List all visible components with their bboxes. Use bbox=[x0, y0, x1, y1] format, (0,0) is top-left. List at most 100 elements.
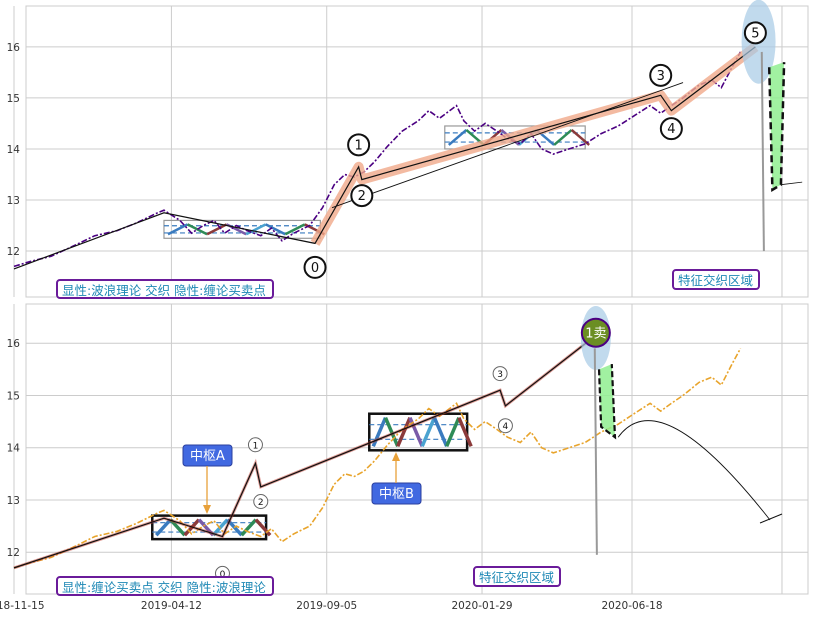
wave-marker-label: 3 bbox=[497, 370, 503, 380]
pivot-stroke bbox=[570, 129, 591, 146]
pivot-a-callout: 中枢A bbox=[182, 444, 233, 514]
wave-marker-3 bbox=[649, 63, 673, 87]
top-legend-frame bbox=[56, 279, 274, 299]
y-tick-label: 15 bbox=[7, 390, 20, 402]
pivot-stroke bbox=[447, 129, 468, 146]
top-legend-box: 显性:波浪理论 交织 隐性:缠论买卖点 bbox=[56, 279, 274, 299]
pivot-stroke bbox=[186, 223, 208, 236]
wave-marker-4 bbox=[497, 418, 513, 434]
wave-marker-label: 5 bbox=[751, 26, 759, 41]
wave-marker-label: 2 bbox=[358, 189, 366, 204]
bottom-drop-wave bbox=[597, 364, 617, 440]
top-drop-arrow bbox=[760, 51, 765, 252]
wave-marker-label: 1 bbox=[253, 441, 259, 451]
x-tick-label: 2018-11-15 bbox=[0, 600, 45, 612]
pivot-stroke bbox=[420, 417, 437, 447]
y-tick-label: 15 bbox=[7, 93, 20, 105]
wave-marker-5 bbox=[743, 21, 767, 45]
bottom-x-ticks: 2018-11-15 2019-04-12 2019-09-05 2020-01-29… bbox=[0, 600, 663, 612]
top-tail bbox=[780, 181, 803, 186]
wave-marker-label: 1 bbox=[354, 138, 362, 153]
y-tick-label: 14 bbox=[7, 443, 21, 455]
pivot-stroke bbox=[265, 223, 286, 236]
wave-channel bbox=[331, 82, 684, 209]
pivot-zone bbox=[444, 125, 586, 150]
y-tick-label: 16 bbox=[7, 338, 21, 350]
wave-line bbox=[13, 334, 597, 569]
pivot-stroke bbox=[432, 417, 449, 447]
bottom-zone-frame bbox=[473, 566, 561, 587]
top-y-ticks: 12 13 14 15 16 bbox=[7, 42, 21, 258]
pivot-stroke bbox=[154, 518, 172, 537]
pivot-b-arrow-head bbox=[392, 452, 400, 461]
x-tick-label: 2019-09-05 bbox=[296, 600, 357, 612]
top-price-series bbox=[13, 51, 742, 268]
pivot-stroke bbox=[457, 417, 473, 447]
pivot-stroke bbox=[284, 223, 306, 236]
bottom-plot-area bbox=[25, 303, 809, 595]
wave-marker-label: 0 bbox=[311, 261, 319, 276]
bottom-zone-label: 特征交织区域 bbox=[479, 570, 554, 585]
wave-marker-2 bbox=[253, 493, 269, 509]
pivot-stroke bbox=[553, 129, 573, 146]
pivot-stroke bbox=[167, 223, 189, 236]
top-grid bbox=[13, 6, 808, 297]
pivot-a-arrow-head bbox=[203, 505, 211, 514]
wave-marker-3 bbox=[492, 366, 508, 382]
pivot-stroke bbox=[445, 417, 461, 447]
top-zone-label-box: 特征交织区域 bbox=[672, 269, 760, 290]
bottom-grid bbox=[13, 304, 808, 594]
bottom-legend-frame bbox=[56, 576, 274, 596]
pivot-stroke bbox=[254, 518, 272, 537]
wave-marker-label: 3 bbox=[657, 69, 665, 84]
price-line bbox=[13, 51, 742, 268]
pivot-a-label: 中枢A bbox=[190, 449, 225, 464]
y-tick-label: 13 bbox=[7, 495, 20, 507]
pivot-zone bbox=[151, 514, 268, 541]
y-tick-label: 14 bbox=[7, 144, 21, 156]
pivot-stroke bbox=[240, 518, 258, 537]
bottom-legend-box: 显性:缠论买卖点 交织 隐性:波浪理论 bbox=[56, 576, 274, 596]
top-zone-frame bbox=[672, 269, 760, 290]
pivot-zone bbox=[368, 412, 469, 452]
bottom-legend-label: 显性:缠论买卖点 交织 隐性:波浪理论 bbox=[62, 580, 266, 595]
y-tick-label: 12 bbox=[7, 547, 20, 559]
y-tick-label: 12 bbox=[7, 246, 20, 258]
top-wave-markers: 0 1 2 3 4 5 bbox=[303, 21, 767, 279]
bottom-zone-label-box: 特征交织区域 bbox=[473, 566, 561, 587]
wave-marker-label: 2 bbox=[258, 498, 264, 508]
bottom-y-ticks: 12 13 14 15 16 bbox=[7, 338, 21, 559]
sell-point-marker bbox=[580, 317, 611, 348]
bottom-projection-arc bbox=[617, 420, 771, 521]
top-drop-wave bbox=[767, 62, 786, 192]
y-tick-label: 16 bbox=[7, 42, 21, 54]
bottom-drop-arrow bbox=[593, 348, 598, 555]
pivot-stroke bbox=[383, 417, 400, 447]
x-tick-label: 2019-04-12 bbox=[141, 600, 202, 612]
wave-marker-4 bbox=[659, 117, 683, 141]
bottom-projection-tick bbox=[759, 513, 783, 524]
y-tick-label: 13 bbox=[7, 195, 20, 207]
x-tick-label: 2020-01-29 bbox=[452, 600, 513, 612]
wave-marker-label: 4 bbox=[503, 422, 509, 432]
top-legend-label: 显性:波浪理论 交织 隐性:缠论买卖点 bbox=[62, 283, 266, 298]
wave-line bbox=[13, 46, 756, 270]
pivot-stroke bbox=[206, 223, 228, 236]
top-plot-area bbox=[25, 5, 809, 298]
sell-point-label: 1卖 bbox=[585, 327, 606, 342]
wave-marker-label: 4 bbox=[667, 122, 675, 137]
top-zone-label: 特征交织区域 bbox=[678, 273, 753, 288]
pivot-b-label: 中枢B bbox=[379, 487, 414, 502]
wave-marker-0 bbox=[303, 255, 327, 279]
wave-marker-1 bbox=[347, 133, 371, 157]
pivot-stroke bbox=[396, 417, 412, 447]
wave-marker-label: 0 bbox=[220, 570, 226, 580]
pivot-stroke bbox=[245, 223, 267, 236]
wave-marker-2 bbox=[350, 184, 374, 208]
wave-marker-1 bbox=[247, 437, 263, 453]
pivot-b-callout: 中枢B bbox=[371, 452, 422, 505]
x-tick-label: 2020-06-18 bbox=[601, 600, 662, 612]
